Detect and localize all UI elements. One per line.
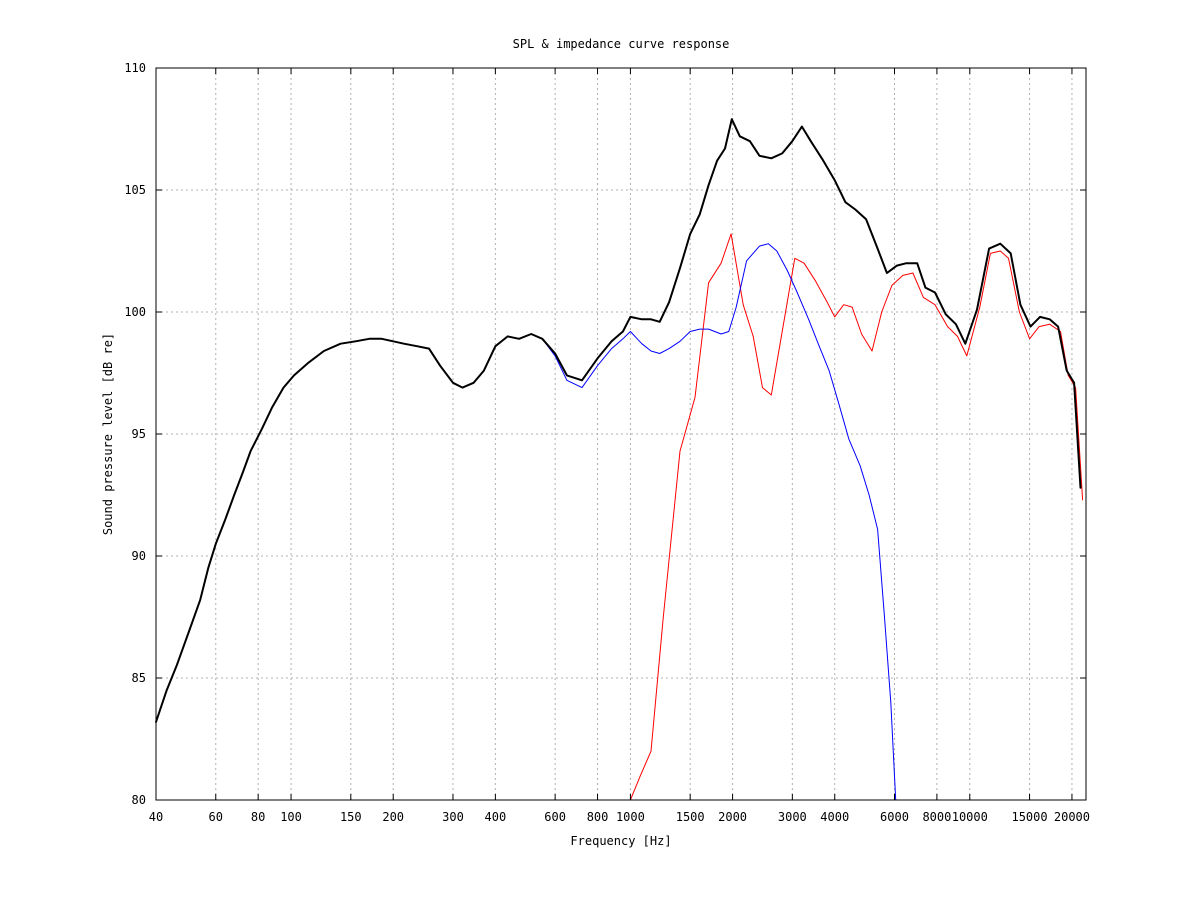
x-tick-label: 300 bbox=[442, 810, 464, 824]
y-tick-label: 95 bbox=[132, 427, 146, 441]
x-tick-label: 3000 bbox=[778, 810, 807, 824]
x-tick-label: 15000 bbox=[1011, 810, 1047, 824]
series-layer bbox=[155, 118, 1084, 801]
x-tick-label: 6000 bbox=[880, 810, 909, 824]
x-tick-label: 600 bbox=[544, 810, 566, 824]
y-tick-label: 110 bbox=[124, 61, 146, 75]
x-tick-label: 60 bbox=[209, 810, 223, 824]
y-axis-label: Sound pressure level [dB re] bbox=[101, 333, 115, 535]
x-tick-label: 800 bbox=[587, 810, 609, 824]
x-tick-label: 8000 bbox=[922, 810, 951, 824]
chart-title: SPL & impedance curve response bbox=[513, 37, 730, 51]
x-tick-label: 400 bbox=[485, 810, 507, 824]
y-tick-label: 105 bbox=[124, 183, 146, 197]
series-black-line bbox=[155, 118, 1082, 723]
y-tick-label: 90 bbox=[132, 549, 146, 563]
x-tick-label: 200 bbox=[382, 810, 404, 824]
x-tick-label: 80 bbox=[251, 810, 265, 824]
x-axis-label: Frequency [Hz] bbox=[570, 834, 671, 848]
x-tick-label: 100 bbox=[280, 810, 302, 824]
y-tick-label: 85 bbox=[132, 671, 146, 685]
y-tick-label: 80 bbox=[132, 793, 146, 807]
grid bbox=[155, 68, 1086, 800]
x-tick-label: 40 bbox=[149, 810, 163, 824]
x-tick-label: 20000 bbox=[1054, 810, 1090, 824]
x-tick-label: 1000 bbox=[616, 810, 645, 824]
x-tick-label: 1500 bbox=[676, 810, 705, 824]
y-tick-label: 100 bbox=[124, 305, 146, 319]
series-red-line bbox=[629, 233, 1084, 801]
x-tick-label: 2000 bbox=[718, 810, 747, 824]
x-tick-label: 10000 bbox=[952, 810, 988, 824]
series-blue-line bbox=[155, 243, 897, 801]
x-tick-label: 150 bbox=[340, 810, 362, 824]
x-tick-label: 4000 bbox=[820, 810, 849, 824]
ticks: 40 60 80 100 150 200 300 400 600 800 1000 1500 2000 3… bbox=[124, 61, 1090, 824]
